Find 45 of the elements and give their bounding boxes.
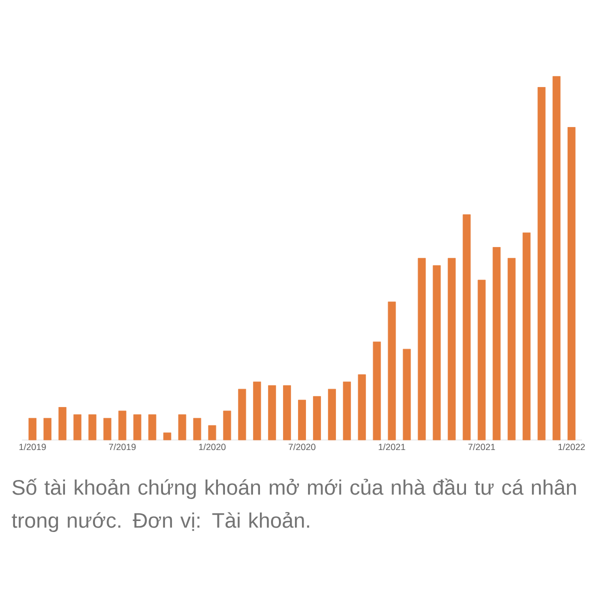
bar (538, 87, 546, 440)
bar (508, 258, 516, 440)
x-tick-label: 1/2019 (19, 444, 46, 450)
bar (178, 414, 186, 440)
bar (118, 410, 126, 440)
bar (478, 280, 486, 440)
bar (313, 396, 321, 440)
x-tick-label: 7/2019 (109, 444, 136, 450)
bar (58, 407, 66, 440)
x-tick-label: 7/2021 (468, 444, 496, 450)
bar (328, 388, 336, 440)
bar (552, 76, 561, 440)
bar (44, 418, 52, 440)
bar (448, 258, 456, 440)
bar (402, 348, 411, 440)
bar (148, 414, 156, 440)
bar (418, 258, 426, 440)
bar (73, 414, 82, 440)
bar (193, 418, 202, 440)
bar (522, 232, 531, 440)
bar (208, 425, 216, 440)
bar (388, 302, 396, 440)
bar (372, 342, 381, 440)
bar (238, 388, 246, 440)
bar (28, 418, 36, 440)
bar (342, 382, 351, 440)
bar (163, 432, 172, 440)
bar (223, 410, 232, 440)
bar (358, 374, 366, 440)
x-tick-label: 7/2020 (288, 444, 316, 450)
bar (432, 265, 441, 440)
bar (133, 414, 142, 440)
bar (298, 400, 306, 440)
bar (462, 214, 471, 440)
bar (283, 385, 291, 440)
x-tick-label: 1/2022 (558, 444, 585, 450)
bar (268, 385, 276, 440)
bar (492, 247, 501, 440)
bar (568, 127, 576, 440)
bar (103, 418, 112, 440)
bar (253, 382, 262, 440)
x-tick-label: 1/2020 (199, 444, 226, 450)
bar (88, 414, 96, 440)
x-tick-label: 1/2021 (378, 444, 406, 450)
text: Số tài khoản chứng khoán mở mới của nhà đầu tư cá nhân trong nước. Đơn vị: Tài khoản. (12, 478, 576, 532)
